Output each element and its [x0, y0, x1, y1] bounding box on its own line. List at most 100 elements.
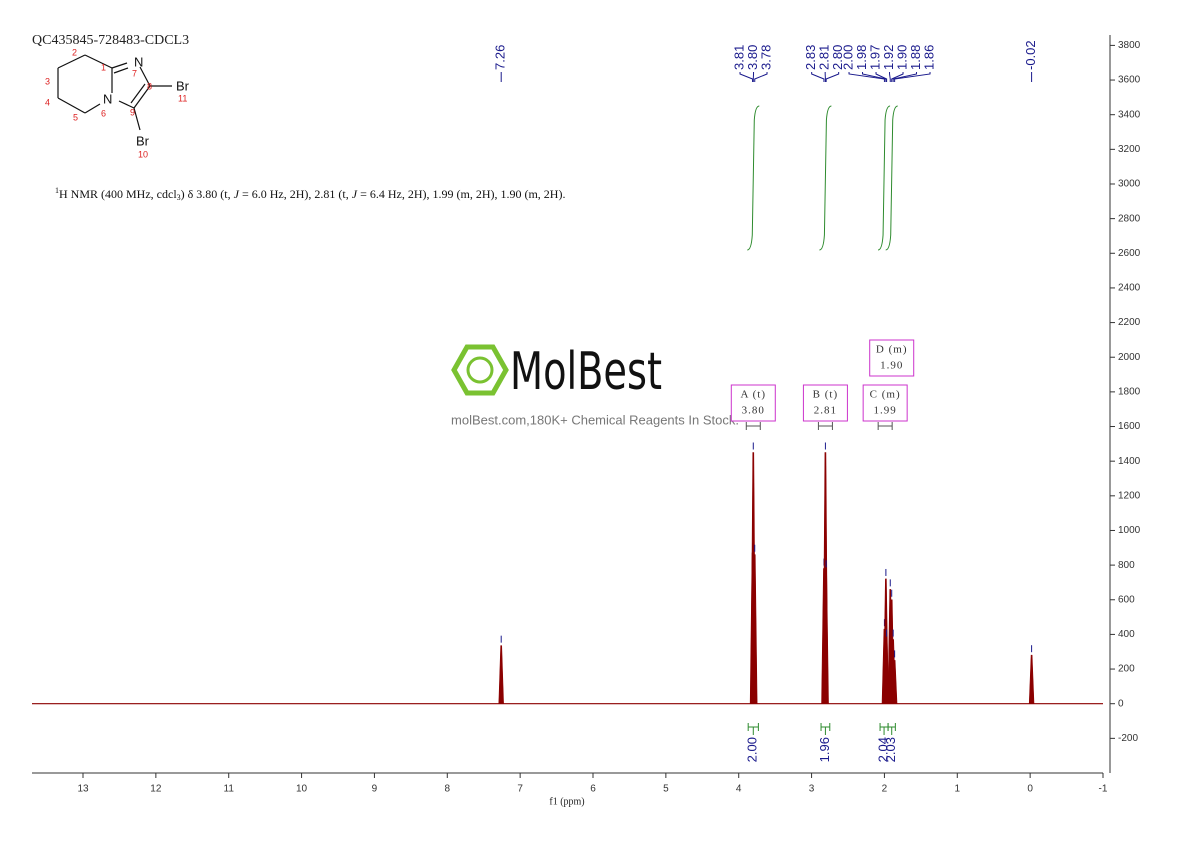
x-tick-label: 5 [663, 784, 669, 795]
structure [57, 54, 172, 131]
multiplet-bracket [817, 422, 833, 430]
x-tick-label: 4 [736, 784, 742, 795]
peak [1028, 654, 1035, 705]
atom-number: 8 [147, 81, 152, 91]
peak-label: 2.00 [840, 45, 855, 70]
text: ) δ 3.80 (t, [181, 187, 234, 201]
text: J [234, 187, 240, 201]
multiplet-shift: 1.90 [880, 360, 903, 372]
x-axis-label: f1 (ppm) [549, 796, 584, 807]
peak-connector [739, 72, 754, 82]
y-tick-label: 1000 [1118, 525, 1141, 536]
x-tick-label: 2 [882, 784, 888, 795]
nmr-description: 1H NMR (400 MHz, cdcl3) δ 3.80 (t, J = 6… [55, 186, 565, 202]
multiplet-label: D (m) [876, 344, 908, 356]
peak-label: 2.80 [830, 45, 845, 70]
peak-label: 1.90 [894, 45, 909, 70]
multiplet-shift: 3.80 [742, 405, 765, 417]
text: 3 [177, 193, 181, 202]
y-tick-label: 3800 [1118, 40, 1141, 51]
peak-connector [754, 72, 768, 82]
text: = 6.4 Hz, 2H), 1.99 (m, 2H), 1.90 (m, 2H… [357, 187, 565, 201]
watermark-slogan: molBest.com,180K+ Chemical Reagents In S… [451, 412, 739, 427]
peak-connector [848, 72, 885, 82]
y-tick-label: 2600 [1118, 248, 1141, 259]
watermark-brand: MolBest [510, 342, 662, 402]
multiplet-label: B (t) [813, 389, 838, 401]
integral-label: 1.96 [817, 737, 832, 762]
peak-connector [862, 72, 887, 82]
multiplet-shift: 2.81 [814, 405, 837, 417]
peak-connector [894, 72, 931, 82]
x-tick-label: 12 [150, 784, 162, 795]
x-tick-label: 13 [77, 784, 89, 795]
peak-label: 1.86 [921, 45, 936, 70]
x-tick-label: 10 [296, 784, 308, 795]
y-tick-label: 600 [1118, 594, 1135, 605]
peak [752, 554, 758, 705]
multiplet-box [802, 384, 848, 422]
x-tick-label: 9 [372, 784, 378, 795]
peak-connector [889, 72, 891, 82]
atom-number: 10 [138, 149, 148, 159]
peak-connector [875, 72, 888, 82]
integral-label: 2.03 [883, 737, 898, 762]
atom-number: 11 [178, 93, 187, 103]
x-tick-label: 11 [224, 784, 235, 795]
y-tick-label: 3000 [1118, 179, 1141, 190]
integral-bracket [887, 723, 896, 735]
peak-label: 1.98 [854, 45, 869, 70]
y-tick-label: 800 [1118, 560, 1135, 571]
atom: Br [136, 133, 150, 148]
atom: N [103, 91, 112, 106]
y-tick-label: 400 [1118, 629, 1135, 640]
peak-label: 7.26 [493, 45, 508, 70]
chart-title: QC435845-728483-CDCL3 [32, 33, 189, 48]
y-tick-label: 3200 [1118, 144, 1141, 155]
peak-label: 2.81 [817, 45, 832, 70]
atom-number: 1 [101, 62, 106, 72]
integral-curve [819, 105, 832, 251]
peak-connector [892, 72, 918, 82]
peak-connector [891, 72, 904, 82]
peak [883, 639, 890, 705]
integral-bracket [879, 723, 889, 735]
integral-curve [747, 105, 760, 251]
multiplet-shift: 1.99 [874, 405, 897, 417]
x-tick-label: 3 [809, 784, 815, 795]
x-tick-label: 7 [517, 784, 523, 795]
integral-label: 2.04 [876, 737, 891, 762]
peak-label: 2.83 [803, 45, 818, 70]
text: 1 [55, 186, 59, 195]
text: = 6.0 Hz, 2H), 2.81 (t, [239, 187, 352, 201]
text: H NMR (400 MHz, cdcl [59, 187, 177, 201]
y-tick-label: 1600 [1118, 421, 1141, 432]
atom-number: 2 [72, 47, 77, 57]
x-tick-label: -1 [1099, 784, 1108, 795]
peak [498, 645, 504, 705]
multiplet-box [869, 339, 915, 377]
x-tick-label: 1 [955, 784, 961, 795]
integral-curve [877, 105, 891, 251]
y-tick-label: 1800 [1118, 387, 1141, 398]
y-tick-label: -200 [1118, 733, 1138, 744]
y-tick-label: 2800 [1118, 213, 1141, 224]
peak-connector [811, 72, 825, 82]
multiplet-box [862, 384, 908, 422]
peak-label: 3.78 [758, 45, 773, 70]
peak [823, 570, 829, 705]
atom: N [134, 54, 143, 69]
atom-number: 9 [130, 107, 135, 117]
y-tick-label: 1200 [1118, 490, 1141, 501]
y-tick-label: 0 [1118, 698, 1124, 709]
atom-number: 4 [45, 97, 50, 107]
x-tick-label: 6 [590, 784, 596, 795]
multiplet-label: C (m) [870, 389, 901, 401]
integral-bracket [820, 723, 831, 735]
peak-label: 3.80 [745, 45, 760, 70]
atom-numbers: 1 2 3 4 5 6 7 8 9 10 11 [45, 47, 187, 159]
atom-number: 5 [73, 112, 78, 122]
multiplet-box [730, 384, 776, 422]
